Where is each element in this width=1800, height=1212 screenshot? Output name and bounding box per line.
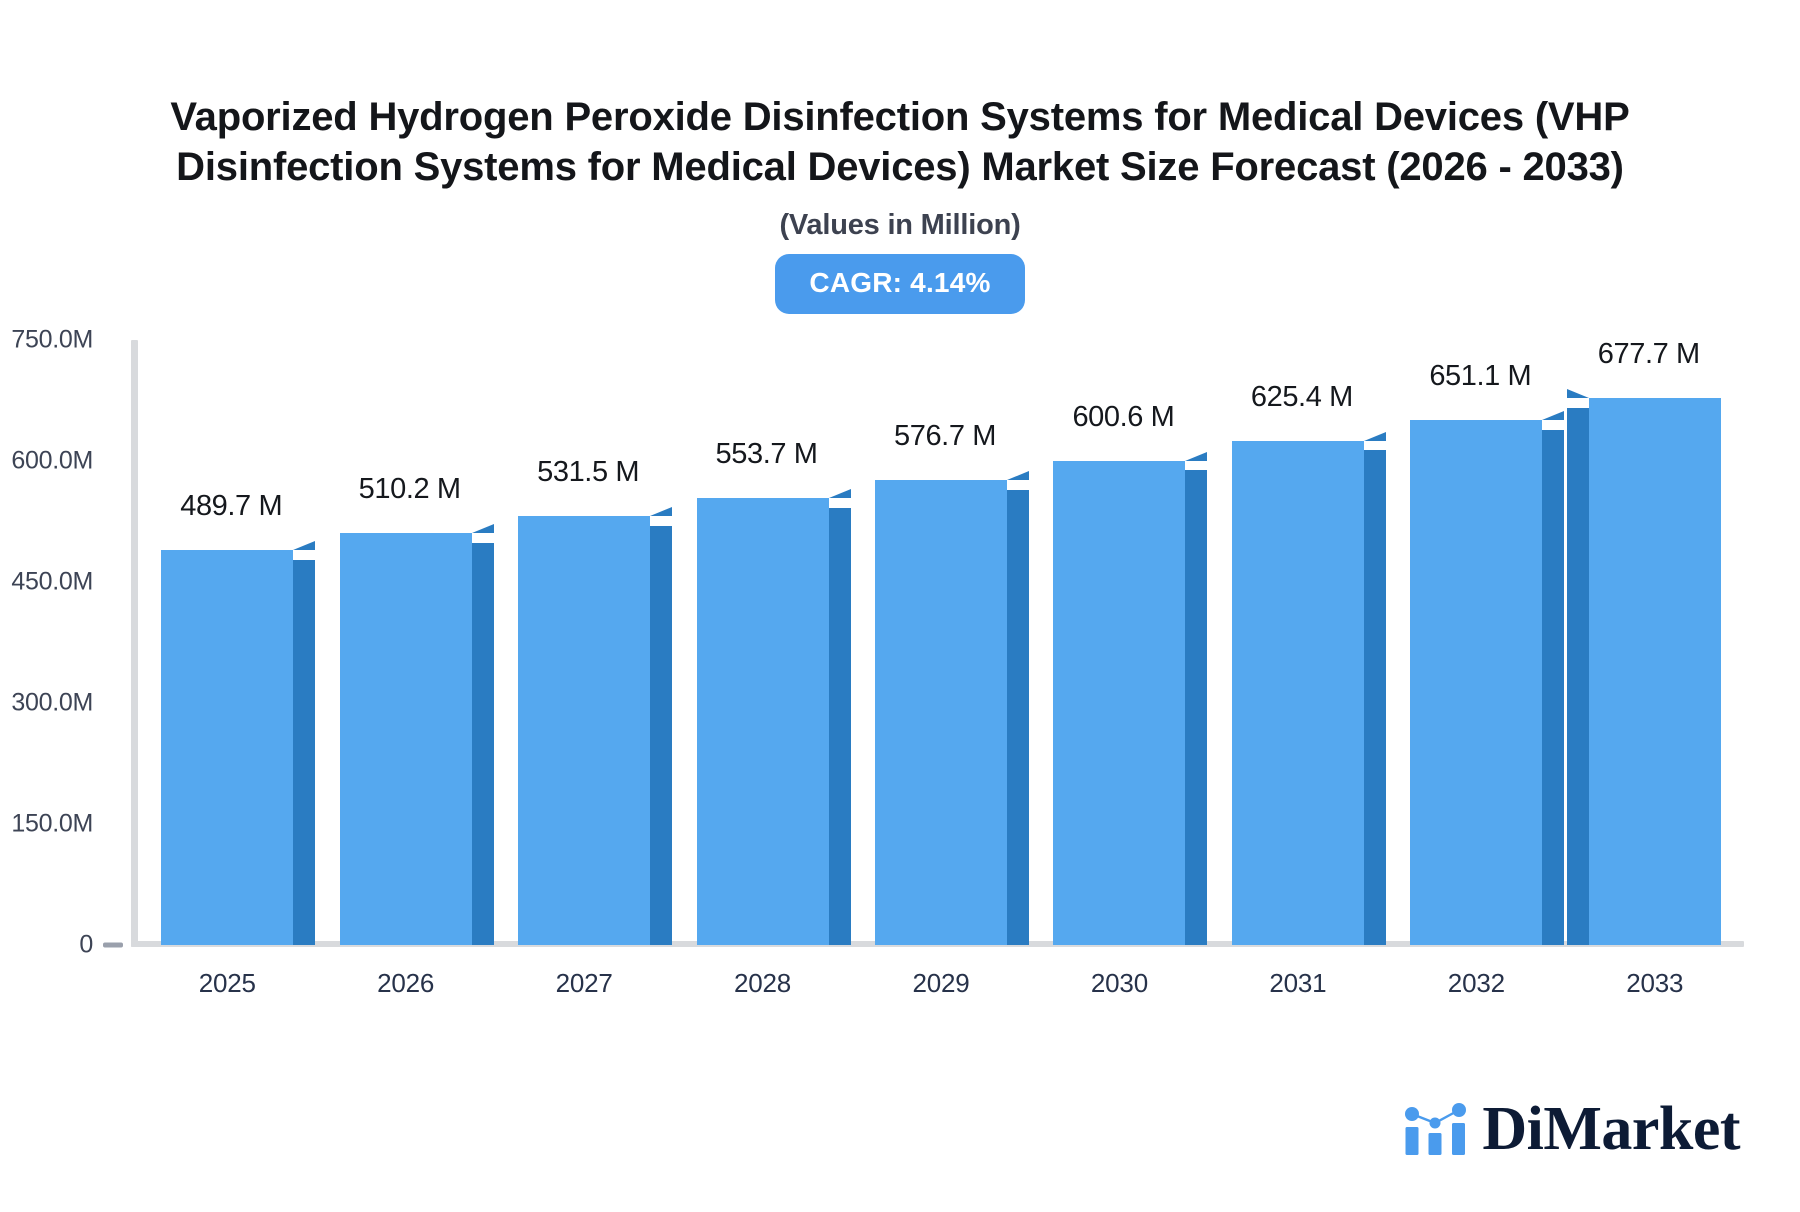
y-axis-tick-label: 0 (79, 930, 93, 959)
bar-side-face (293, 559, 316, 945)
cagr-badge-container: CAGR: 4.14% (0, 253, 1800, 314)
bar-side-face (1542, 429, 1565, 945)
brand-name: DiMarket (1482, 1095, 1740, 1163)
bar-2027 (518, 507, 673, 945)
bar-top-face (161, 540, 316, 550)
bar-2029 (875, 470, 1029, 945)
bar-2028 (696, 489, 851, 945)
y-axis-tick-label: 750.0M (11, 325, 93, 354)
x-axis-tick-label: 2033 (1626, 968, 1684, 998)
x-axis-tick-label: 2031 (1269, 968, 1327, 998)
bar-value-label: 531.5 M (537, 456, 640, 489)
bar-side-face (471, 543, 494, 945)
y-axis-tick-label: 300.0M (11, 688, 93, 717)
chart-header: Vaporized Hydrogen Peroxide Disinfection… (0, 0, 1800, 314)
bar-2031 (1231, 431, 1386, 945)
y-axis-line (131, 340, 138, 947)
brand-logo: DiMarket (1404, 1098, 1740, 1160)
bar-front-face (696, 498, 829, 945)
bar-chart-icon (1405, 1103, 1467, 1155)
bar-top-face (1232, 431, 1386, 441)
bar-value-label: 489.7 M (180, 489, 283, 522)
bar-value-label: 677.7 M (1597, 338, 1700, 371)
bar-top-face (518, 507, 673, 517)
bar-side-face (1566, 408, 1589, 945)
bar-2026 (339, 524, 494, 945)
x-axis-tick-label: 2025 (198, 968, 256, 998)
y-axis-tick-label: 600.0M (11, 446, 93, 475)
x-axis-tick-label: 2028 (734, 968, 792, 998)
y-axis-tick-label: 450.0M (11, 567, 93, 596)
bar-side-face (1007, 489, 1029, 945)
page-title: Vaporized Hydrogen Peroxide Disinfection… (170, 95, 1630, 190)
y-axis-tick-mark (103, 942, 123, 948)
bar-front-face (1231, 440, 1364, 945)
bar-front-face (518, 516, 651, 945)
bar-value-label: 625.4 M (1250, 380, 1353, 413)
bar-top-face (1053, 451, 1208, 461)
chart-subtitle: (Values in Million) (779, 208, 1021, 241)
bar-front-face (161, 549, 294, 945)
bar-value-label: 553.7 M (715, 438, 818, 471)
bar-top-face (875, 470, 1029, 480)
bar-top-face (697, 489, 851, 499)
bar-front-face (1410, 419, 1543, 945)
x-axis-tick-label: 2026 (377, 968, 435, 998)
bar-top-face (1410, 410, 1565, 420)
x-axis-tick-label: 2032 (1447, 968, 1505, 998)
bar-side-face (1185, 470, 1208, 945)
x-axis-tick-label: 2029 (912, 968, 970, 998)
bar-side-face (1363, 450, 1386, 945)
bar-2025 (161, 540, 316, 945)
bar-value-label: 576.7 M (894, 419, 996, 452)
bar-side-face (828, 508, 851, 945)
bar-value-label: 651.1 M (1429, 359, 1532, 392)
bar-top-face (1566, 389, 1721, 399)
x-axis-tick-label: 2030 (1090, 968, 1148, 998)
bar-2032 (1410, 410, 1565, 945)
bar-front-face (1588, 398, 1721, 945)
bar-top-face (340, 524, 494, 534)
y-axis-tick-label: 150.0M (11, 809, 93, 838)
bar-front-face (339, 533, 472, 945)
bar-value-label: 510.2 M (358, 473, 461, 506)
status-badge: CAGR: 4.14% (775, 253, 1025, 314)
bar-front-face (1053, 460, 1186, 945)
bar-side-face (650, 526, 673, 945)
bar-2033 (1566, 389, 1721, 945)
x-axis-tick-label: 2027 (555, 968, 613, 998)
x-axis-line (131, 941, 1744, 947)
bar-2030 (1053, 451, 1208, 945)
bar-front-face (875, 479, 1007, 945)
bar-value-label: 600.6 M (1072, 400, 1175, 433)
